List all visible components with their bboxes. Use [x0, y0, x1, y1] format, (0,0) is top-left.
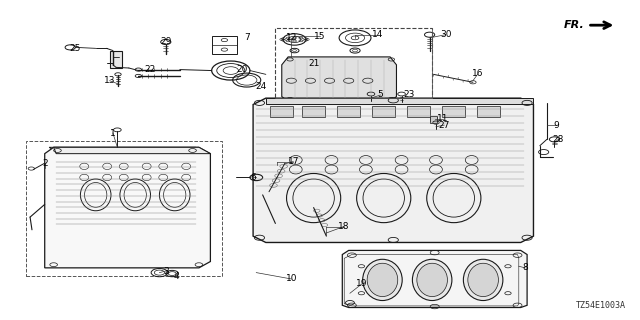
Polygon shape — [372, 106, 395, 117]
Polygon shape — [54, 147, 211, 154]
Text: 17: 17 — [287, 157, 299, 166]
Text: 12: 12 — [285, 33, 297, 42]
Polygon shape — [282, 57, 396, 101]
Text: 27: 27 — [438, 121, 450, 130]
Polygon shape — [302, 106, 325, 117]
Ellipse shape — [417, 263, 447, 297]
Polygon shape — [45, 147, 211, 268]
Text: 19: 19 — [356, 279, 368, 288]
Text: 25: 25 — [69, 44, 81, 53]
Text: 18: 18 — [338, 222, 349, 231]
Bar — [429, 116, 437, 123]
Text: 20: 20 — [236, 65, 247, 74]
Text: 7: 7 — [244, 33, 250, 42]
Text: 6: 6 — [250, 173, 256, 182]
Text: FR.: FR. — [564, 20, 584, 30]
Text: TZ54E1003A: TZ54E1003A — [576, 301, 626, 310]
Bar — [26, 141, 222, 276]
Ellipse shape — [363, 259, 402, 300]
Text: 5: 5 — [378, 91, 383, 100]
Text: 13: 13 — [104, 76, 115, 85]
Ellipse shape — [463, 259, 503, 300]
Polygon shape — [253, 98, 534, 243]
Text: 21: 21 — [308, 59, 319, 68]
Polygon shape — [266, 98, 534, 105]
Polygon shape — [442, 106, 465, 117]
Polygon shape — [477, 106, 500, 117]
Bar — [109, 51, 122, 68]
Text: 23: 23 — [404, 91, 415, 100]
Text: 11: 11 — [437, 114, 449, 123]
Text: 3: 3 — [163, 267, 169, 276]
Text: 22: 22 — [144, 65, 156, 74]
Ellipse shape — [412, 259, 452, 300]
Polygon shape — [407, 106, 430, 117]
Text: 2: 2 — [42, 159, 47, 168]
Text: 4: 4 — [174, 272, 179, 281]
Bar — [275, 28, 431, 120]
Text: 8: 8 — [522, 263, 528, 272]
Polygon shape — [270, 106, 293, 117]
Text: 16: 16 — [472, 69, 484, 78]
Text: 24: 24 — [256, 82, 267, 91]
Text: 14: 14 — [372, 30, 383, 39]
Ellipse shape — [367, 263, 397, 297]
Text: 28: 28 — [552, 135, 564, 144]
Polygon shape — [337, 106, 360, 117]
Text: 15: 15 — [314, 32, 326, 41]
Text: 1: 1 — [110, 129, 116, 138]
Text: 9: 9 — [553, 121, 559, 130]
Ellipse shape — [468, 263, 499, 297]
Text: 10: 10 — [285, 275, 297, 284]
Text: 30: 30 — [440, 30, 451, 39]
Polygon shape — [342, 251, 527, 308]
Text: 29: 29 — [160, 37, 172, 46]
